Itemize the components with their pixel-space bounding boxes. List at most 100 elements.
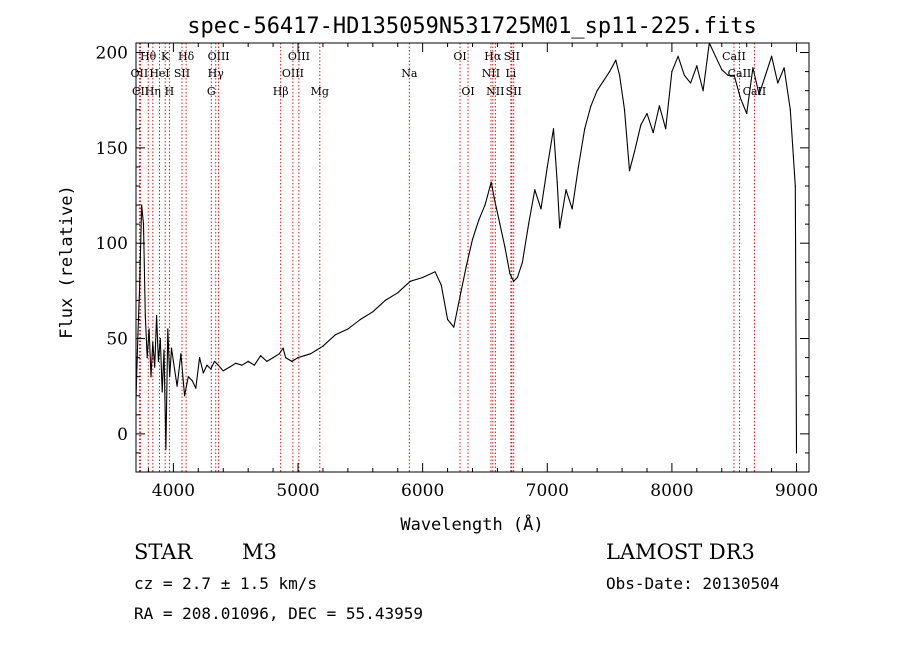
data-point-105 — [696, 65, 698, 67]
data-point-23 — [184, 395, 186, 397]
data-point-89 — [602, 80, 605, 82]
data-point-44 — [285, 357, 287, 359]
line-marker-label-22: SII — [504, 50, 520, 63]
data-point-103 — [683, 74, 686, 76]
line-marker-label-17: OI — [453, 50, 466, 63]
data-point-114 — [752, 67, 754, 69]
line-marker-label-8: Hδ — [178, 50, 195, 63]
line-marker-label-9: OIII — [208, 50, 230, 63]
y-axis-label: Flux (relative) — [57, 185, 77, 339]
line-marker-label-24: SII — [506, 85, 522, 98]
line-marker-label-18: OI — [461, 85, 474, 98]
data-point-19 — [170, 347, 173, 349]
data-point-40 — [266, 360, 268, 362]
data-point-63 — [459, 296, 461, 298]
data-point-97 — [646, 112, 648, 115]
data-point-65 — [471, 238, 474, 240]
data-point-79 — [546, 166, 548, 168]
data-point-32 — [217, 364, 219, 366]
object-subclass: M3 — [242, 540, 277, 564]
tick-layer: 4000 5000 6000 7000 8000 9000 0 50 100 150 200 — [96, 43, 818, 501]
data-point-60 — [440, 284, 442, 286]
data-point-18 — [169, 376, 171, 378]
data-point-106 — [702, 90, 704, 92]
x-tick-label-3: 7000 — [526, 481, 569, 501]
line-marker-label-26: CaII — [728, 67, 752, 80]
y-tick-label-3: 150 — [96, 139, 128, 159]
data-point-74 — [516, 276, 519, 279]
data-point-81 — [556, 181, 558, 183]
data-point-80 — [552, 128, 555, 130]
line-marker-label-16: Na — [401, 67, 418, 80]
data-point-30 — [210, 368, 212, 370]
data-point-5 — [144, 315, 146, 317]
data-point-33 — [222, 370, 224, 372]
data-point-57 — [409, 280, 411, 282]
data-point-113 — [746, 112, 748, 115]
data-point-9 — [152, 341, 154, 343]
data-point-99 — [658, 105, 661, 107]
data-point-41 — [272, 357, 274, 359]
data-point-4 — [142, 223, 145, 225]
observation-date: Obs-Date: 20130504 — [606, 574, 780, 593]
data-point-24 — [187, 376, 189, 378]
y-tick-label-2: 100 — [96, 234, 128, 254]
data-point-77 — [534, 189, 536, 191]
data-point-17 — [167, 328, 169, 330]
data-point-10 — [154, 366, 156, 368]
line-marker-label-23: Li — [505, 67, 516, 80]
data-point-83 — [565, 189, 567, 191]
data-point-37 — [247, 360, 249, 362]
line-marker-label-10: Hγ — [208, 67, 225, 80]
data-point-104 — [690, 82, 692, 84]
data-point-28 — [202, 372, 204, 374]
data-point-85 — [577, 166, 580, 168]
y-tick-label-1: 50 — [106, 330, 128, 350]
data-point-122 — [795, 452, 798, 454]
x-tick-label-2: 6000 — [401, 481, 444, 501]
data-point-91 — [615, 59, 617, 61]
x-tick-label-4: 8000 — [650, 481, 693, 501]
x-tick-label-1: 5000 — [276, 481, 319, 501]
survey-name: LAMOST DR3 — [606, 540, 755, 564]
y-tick-label-4: 200 — [96, 44, 128, 64]
line-marker-label-0: Hθ — [140, 50, 157, 63]
data-point-54 — [372, 311, 374, 313]
data-point-68 — [490, 181, 492, 183]
line-marker-label-15: Mg — [311, 85, 329, 98]
data-point-27 — [199, 357, 201, 359]
data-point-29 — [206, 364, 208, 366]
data-point-39 — [260, 355, 262, 357]
data-point-82 — [559, 227, 561, 229]
x-axis-label: Wavelength (Å) — [400, 513, 543, 535]
data-point-115 — [758, 93, 760, 96]
data-point-96 — [640, 124, 642, 126]
x-tick-label-0: 4000 — [152, 481, 195, 501]
series-line-spectrum — [135, 42, 798, 453]
data-point-66 — [478, 219, 480, 221]
redshift-velocity: cz = 2.7 ± 1.5 km/s — [134, 574, 318, 593]
data-point-111 — [733, 74, 735, 76]
data-point-94 — [628, 170, 631, 172]
line-marker-label-19: Hα — [484, 50, 502, 63]
data-point-26 — [195, 387, 197, 389]
line-marker-label-7: H — [165, 85, 175, 98]
data-point-119 — [783, 67, 785, 69]
data-point-11 — [156, 315, 158, 317]
x-tick-label-5: 9000 — [775, 481, 818, 501]
data-point-87 — [590, 105, 592, 107]
data-point-76 — [528, 223, 530, 225]
data-point-15 — [163, 349, 165, 351]
data-point-12 — [157, 360, 159, 362]
line-marker-label-4: HeI — [149, 67, 169, 80]
data-point-6 — [146, 357, 148, 359]
data-point-70 — [499, 223, 501, 225]
data-point-7 — [148, 328, 150, 330]
data-point-45 — [291, 360, 293, 362]
data-point-25 — [191, 379, 193, 382]
data-point-3 — [141, 204, 143, 206]
series-layer — [135, 42, 798, 454]
data-point-51 — [334, 334, 336, 336]
line-marker-label-21: NII — [486, 85, 504, 98]
